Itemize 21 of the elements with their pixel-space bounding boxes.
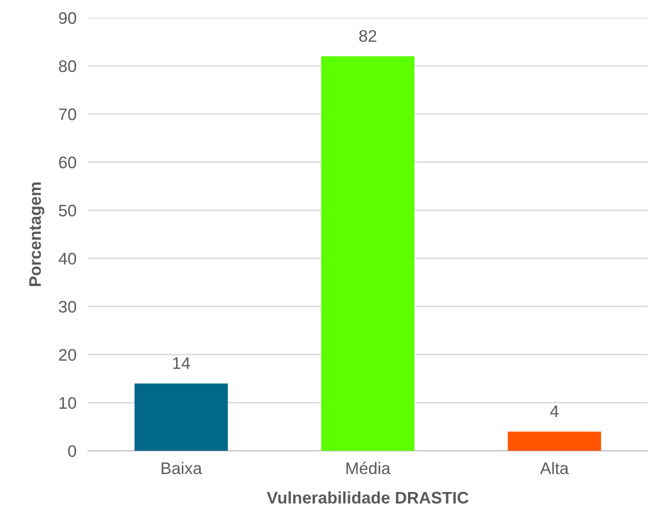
y-tick-label: 70	[59, 108, 76, 120]
data-label: 82	[359, 30, 376, 42]
y-tick-label: 40	[58, 252, 76, 265]
data-label: 14	[173, 357, 190, 369]
y-axis-title: Porcentagem	[29, 182, 44, 286]
bar	[134, 383, 228, 451]
x-tick-label: Média	[346, 462, 391, 474]
x-axis-title: Vulnerabilidade DRASTIC	[266, 491, 468, 504]
y-tick-label: 20	[59, 348, 76, 361]
bar	[508, 432, 602, 451]
y-tick-label: 80	[58, 60, 76, 72]
x-tick-label: Alta	[540, 462, 569, 474]
y-tick-label: 10	[60, 397, 76, 409]
bar	[321, 56, 414, 451]
y-tick-label: 90	[59, 12, 76, 24]
x-tick-label: Baixa	[162, 462, 202, 474]
data-label: 4	[550, 406, 559, 418]
y-tick-label: 60	[59, 156, 76, 168]
y-tick-label: 50	[58, 204, 76, 216]
y-tick-label: 0	[68, 445, 76, 458]
y-tick-label: 30	[58, 300, 76, 313]
